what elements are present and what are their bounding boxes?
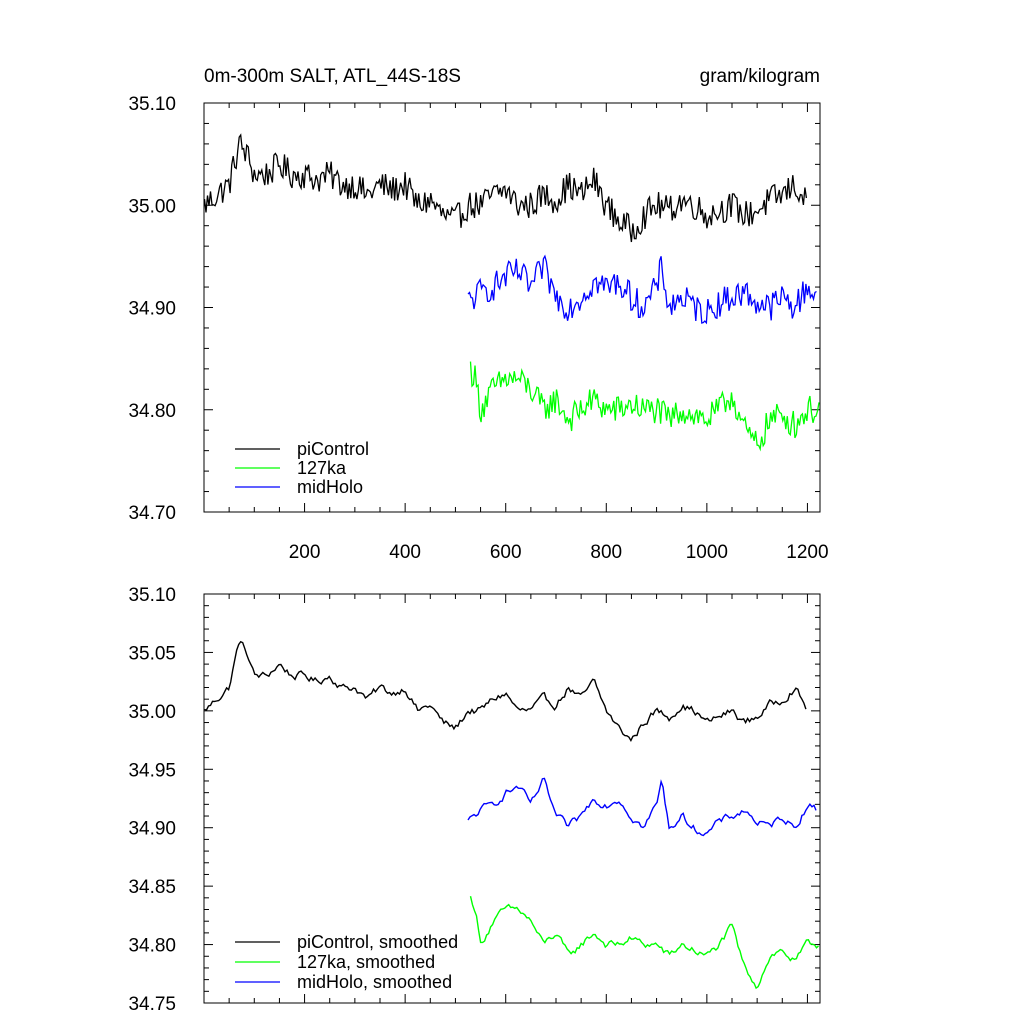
series-line-midholo [467,254,817,325]
y-tick-label: 34.70 [128,503,176,524]
y-tick-label: 34.95 [128,760,176,781]
series-line-picontrol-smoothed [204,640,807,742]
x-tick-label: 1000 [686,542,728,563]
x-tick-label: 200 [289,542,321,563]
y-tick-label: 35.00 [128,196,176,217]
y-tick-label: 34.90 [128,819,176,840]
legend-label: 127ka, smoothed [297,952,435,972]
series-line-picontrol [204,133,808,243]
y-tick-label: 34.85 [128,877,176,898]
bottom-panel: 34.75 34.80 34.85 34.90 34.95 35.00 35.05 35.10… [128,585,821,1015]
x-tick-label: 1200 [786,542,828,563]
y-tick-label: 35.10 [128,94,176,115]
x-tick-label: 800 [590,542,622,563]
x-tick-label: 400 [389,542,421,563]
y-tick-label: 35.10 [128,585,176,606]
y-tick-label: 34.80 [128,401,176,422]
legend-label: piControl [297,439,369,459]
y-tick-label: 35.05 [128,643,176,664]
legend-label: midHolo [297,477,363,497]
x-tick-label: 600 [490,542,522,563]
y-tick-label: 34.90 [128,299,176,320]
series-line-127ka [469,361,820,452]
y-tick-label: 34.75 [128,994,176,1015]
top-panel: 0m-300m SALT, ATL_44S-18S gram/kilogram … [128,66,828,563]
bottom-plot-frame [203,593,821,1004]
legend-label: midHolo, smoothed [297,972,452,992]
y-tick-label: 34.80 [128,936,176,957]
series-line-midholo-smoothed [467,777,817,837]
top-panel-units: gram/kilogram [700,66,820,87]
legend-label: piControl, smoothed [297,932,458,952]
top-panel-title: 0m-300m SALT, ATL_44S-18S [204,66,461,87]
series-line-127ka-smoothed [469,896,819,990]
legend-label: 127ka [297,458,347,478]
y-tick-label: 35.00 [128,702,176,723]
